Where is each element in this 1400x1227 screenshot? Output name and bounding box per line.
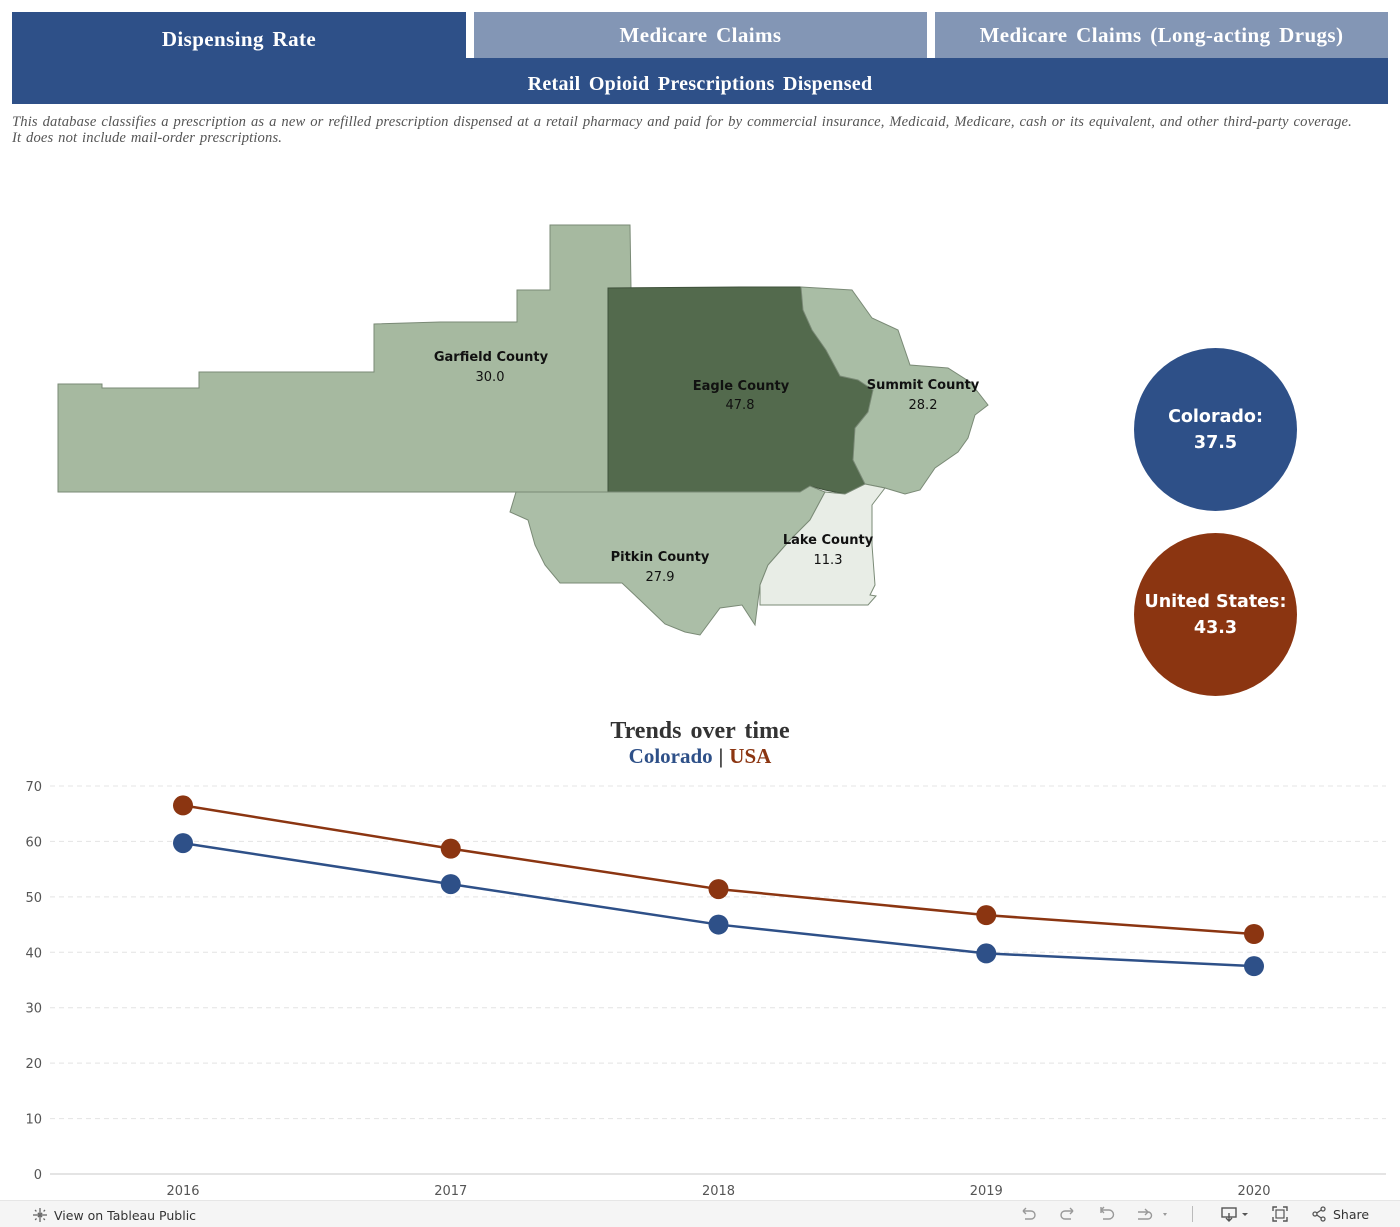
garfield-label: Garfield County <box>434 350 549 365</box>
x-tick-label: 2018 <box>702 1184 735 1199</box>
garfield-value: 30.0 <box>476 370 505 385</box>
x-tick-label: 2016 <box>166 1184 199 1199</box>
county-map: Garfield County 30.0 Eagle County 47.8 S… <box>57 224 989 636</box>
download-icon[interactable] <box>1220 1205 1252 1223</box>
us-rate-value: 43.3 <box>1193 617 1238 638</box>
legend-usa: USA <box>729 744 772 768</box>
y-tick-label: 70 <box>25 780 42 795</box>
data-point-colorado <box>708 914 729 935</box>
view-on-tableau-label: View on Tableau Public <box>54 1207 197 1223</box>
data-point-usa <box>440 838 461 859</box>
toolbar-divider <box>1192 1206 1193 1222</box>
y-tick-label: 50 <box>25 891 42 906</box>
view-on-tableau-link[interactable]: View on Tableau Public <box>32 1207 196 1223</box>
series-line-colorado <box>182 841 1255 968</box>
data-point-colorado <box>976 943 997 964</box>
county-lake[interactable] <box>759 483 886 606</box>
tab-medicare-claims[interactable]: Medicare Claims <box>474 12 927 58</box>
y-tick-label: 40 <box>25 946 42 961</box>
tab-medicare-claims-long-acting[interactable]: Medicare Claims (Long-acting Drugs) <box>935 12 1388 58</box>
pitkin-value: 27.9 <box>646 570 675 585</box>
share-button[interactable]: Share <box>1311 1206 1369 1222</box>
data-point-colorado <box>440 874 461 895</box>
data-point-colorado <box>1244 956 1264 977</box>
revert-icon[interactable] <box>1098 1205 1116 1223</box>
y-tick-label: 0 <box>34 1168 42 1183</box>
x-tick-label: 2019 <box>970 1184 1003 1199</box>
data-point-usa <box>708 879 729 900</box>
fullscreen-icon[interactable] <box>1271 1205 1289 1223</box>
share-label: Share <box>1333 1206 1370 1222</box>
lake-value: 11.3 <box>814 553 843 568</box>
y-tick-label: 20 <box>25 1057 42 1072</box>
data-point-usa <box>173 795 193 816</box>
summit-label: Summit County <box>867 378 980 393</box>
undo-icon[interactable] <box>1019 1205 1037 1223</box>
data-point-colorado <box>173 833 193 854</box>
data-point-usa <box>1244 923 1264 944</box>
trend-legend: Colorado | USA <box>0 744 1400 769</box>
database-note: This database classifies a prescription … <box>12 114 1352 146</box>
colorado-rate-value: 37.5 <box>1193 432 1238 453</box>
tab-strip <box>466 58 1388 64</box>
legend-colorado: Colorado <box>628 744 713 768</box>
eagle-value: 47.8 <box>726 398 755 413</box>
y-tick-label: 30 <box>25 1002 42 1017</box>
x-tick-label: 2020 <box>1237 1184 1270 1199</box>
x-tick-label: 2017 <box>434 1184 467 1199</box>
county-summit[interactable] <box>800 286 989 495</box>
share-icon <box>1312 1206 1326 1222</box>
tab-dispensing-rate[interactable]: Dispensing Rate <box>12 12 466 64</box>
colorado-rate-label: Colorado: <box>1168 406 1263 427</box>
lake-label: Lake County <box>783 533 874 548</box>
tableau-footer: View on Tableau Public Share <box>0 1200 1400 1227</box>
y-tick-label: 60 <box>25 835 42 850</box>
us-rate-label: United States: <box>1144 591 1287 612</box>
us-rate-bubble: United States: 43.3 <box>1134 533 1297 696</box>
tableau-logo-icon <box>33 1208 47 1222</box>
eagle-label: Eagle County <box>693 379 790 394</box>
trend-title: Trends over time <box>610 718 790 744</box>
data-point-usa <box>976 905 997 926</box>
y-tick-label: 10 <box>25 1113 42 1128</box>
colorado-rate-bubble: Colorado: 37.5 <box>1134 348 1297 511</box>
refresh-icon[interactable] <box>1135 1205 1169 1223</box>
trend-chart: 0 10 20 30 40 50 60 70 2016 2017 2018 2019 2020 <box>25 780 1386 1199</box>
pitkin-label: Pitkin County <box>611 550 710 565</box>
dashboard-subtitle: Retail Opioid Prescriptions Dispensed <box>12 64 1388 104</box>
summit-value: 28.2 <box>909 398 938 413</box>
legend-separator: | <box>718 744 724 768</box>
redo-icon[interactable] <box>1059 1205 1077 1223</box>
